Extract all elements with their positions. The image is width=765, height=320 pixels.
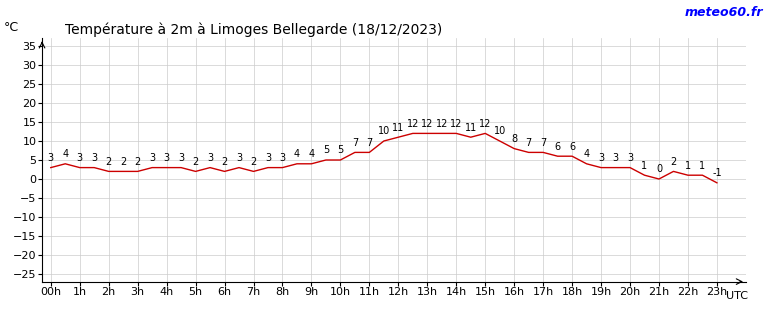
Text: 4: 4	[584, 149, 590, 159]
Text: 6: 6	[555, 142, 561, 152]
Text: 4: 4	[308, 149, 314, 159]
Text: 12: 12	[435, 119, 448, 129]
Text: 2: 2	[250, 157, 256, 167]
Text: 10: 10	[493, 126, 506, 136]
Text: 7: 7	[540, 138, 546, 148]
Text: 11: 11	[392, 123, 405, 132]
Text: 4: 4	[62, 149, 68, 159]
Text: 2: 2	[221, 157, 228, 167]
Text: 7: 7	[526, 138, 532, 148]
Text: 12: 12	[450, 119, 462, 129]
Text: 3: 3	[178, 153, 184, 163]
Text: 7: 7	[352, 138, 358, 148]
Text: 8: 8	[511, 134, 517, 144]
Text: 2: 2	[120, 157, 126, 167]
Text: meteo60.fr: meteo60.fr	[685, 6, 763, 20]
Text: 0: 0	[656, 164, 662, 174]
Text: 2: 2	[135, 157, 141, 167]
Text: 2: 2	[193, 157, 199, 167]
Text: 12: 12	[421, 119, 434, 129]
Text: 3: 3	[236, 153, 242, 163]
Text: 2: 2	[670, 157, 676, 167]
Text: 6: 6	[569, 142, 575, 152]
Text: °C: °C	[3, 20, 18, 34]
Text: 3: 3	[149, 153, 155, 163]
Text: 7: 7	[366, 138, 373, 148]
Text: 1: 1	[699, 161, 705, 171]
Text: 11: 11	[464, 123, 477, 132]
Text: -1: -1	[712, 168, 721, 178]
Text: Température à 2m à Limoges Bellegarde (18/12/2023): Température à 2m à Limoges Bellegarde (1…	[65, 22, 442, 37]
Text: 3: 3	[613, 153, 619, 163]
Text: 3: 3	[164, 153, 170, 163]
Text: 12: 12	[479, 119, 491, 129]
Text: 4: 4	[294, 149, 300, 159]
Text: 3: 3	[91, 153, 97, 163]
Text: 3: 3	[265, 153, 271, 163]
Text: 3: 3	[76, 153, 83, 163]
Text: 1: 1	[641, 161, 647, 171]
Text: 5: 5	[323, 145, 329, 156]
Text: 10: 10	[378, 126, 390, 136]
Text: 12: 12	[407, 119, 419, 129]
Text: 5: 5	[337, 145, 343, 156]
Text: 3: 3	[627, 153, 633, 163]
Text: UTC: UTC	[726, 291, 748, 301]
Text: 3: 3	[598, 153, 604, 163]
Text: 1: 1	[685, 161, 691, 171]
Text: 3: 3	[207, 153, 213, 163]
Text: 2: 2	[106, 157, 112, 167]
Text: 3: 3	[47, 153, 54, 163]
Text: 3: 3	[279, 153, 285, 163]
